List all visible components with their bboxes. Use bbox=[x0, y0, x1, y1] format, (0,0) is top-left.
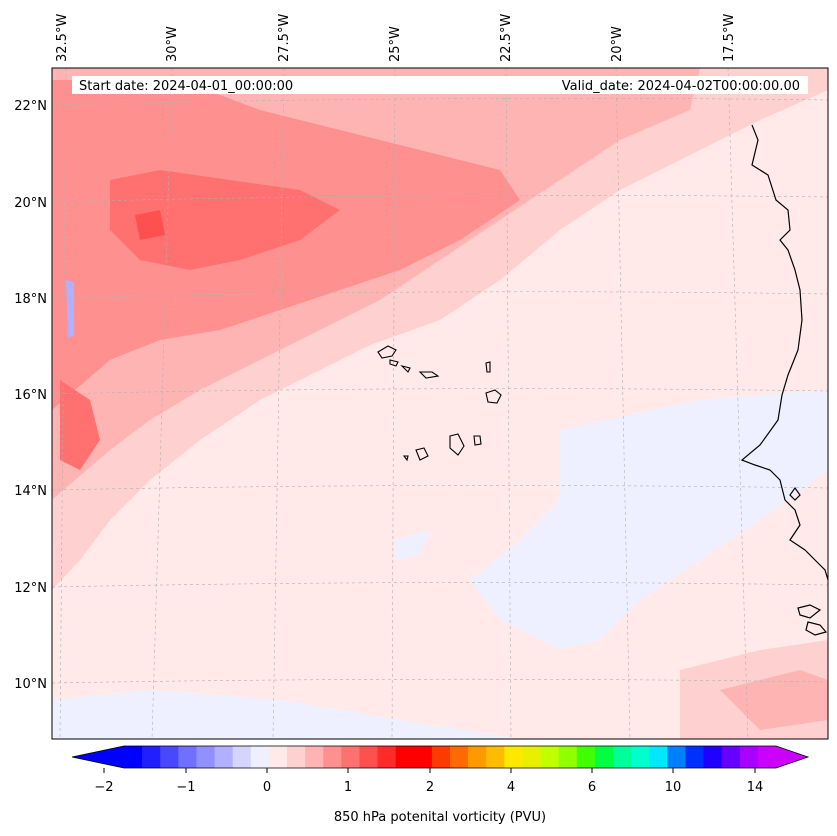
colorbar-cell bbox=[613, 746, 632, 768]
colorbar-label: 850 hPa potenital vorticity (PVU) bbox=[334, 810, 546, 825]
colorbar-cell bbox=[522, 746, 542, 768]
lat-label: 22°N bbox=[14, 99, 47, 114]
lat-label: 18°N bbox=[14, 292, 47, 307]
colorbar-cell bbox=[703, 746, 723, 768]
lon-label: 20°W bbox=[610, 26, 625, 62]
colorbar-cell bbox=[142, 746, 161, 768]
colorbar-cell bbox=[631, 746, 650, 768]
pv-lowband bbox=[720, 670, 828, 730]
lat-labels: 22°N 20°N 18°N 16°N 14°N 12°N 10°N bbox=[14, 99, 47, 692]
colorbar-cell bbox=[178, 746, 197, 768]
negative-region bbox=[470, 390, 828, 650]
colorbar-cell bbox=[341, 746, 360, 768]
pv-band-3 bbox=[52, 80, 520, 410]
colorbar-outline bbox=[71, 745, 810, 769]
colorbar-cell bbox=[721, 746, 741, 768]
colorbar-cell bbox=[160, 746, 179, 768]
colorbar-ticks: −2 −1 0 1 2 4 6 10 14 bbox=[94, 768, 763, 795]
colorbar: −2 −1 0 1 2 4 6 10 14 850 hPa potenital vorticit… bbox=[71, 745, 810, 825]
colorbar-tick-label: 6 bbox=[588, 780, 596, 795]
colorbar-cell bbox=[540, 746, 560, 768]
lon-label: 27.5°W bbox=[277, 14, 292, 62]
colorbar-cell bbox=[196, 746, 216, 768]
valid-date-text: Valid_date: 2024-04-02T00:00:00.00 bbox=[562, 79, 800, 94]
colorbar-cell bbox=[124, 746, 143, 768]
pv-negative-streak bbox=[66, 280, 74, 338]
pv-field bbox=[52, 68, 828, 739]
colorbar-cell bbox=[667, 746, 686, 768]
info-box bbox=[72, 76, 808, 94]
colorbar-extend-high bbox=[776, 746, 808, 768]
pv-spot bbox=[135, 210, 165, 240]
colorbar-cell bbox=[377, 746, 397, 768]
colorbar-cell bbox=[431, 746, 451, 768]
colorbar-cell bbox=[739, 746, 759, 768]
colorbar-cell bbox=[268, 746, 288, 768]
negative-region bbox=[395, 530, 430, 560]
pv-core bbox=[110, 170, 340, 270]
lon-label: 32.5°W bbox=[55, 14, 70, 62]
colorbar-tick-label: 10 bbox=[665, 780, 682, 795]
colorbar-cell bbox=[504, 746, 523, 768]
colorbar-cell bbox=[395, 746, 415, 768]
coastline bbox=[740, 124, 828, 636]
colorbar-cell bbox=[468, 746, 487, 768]
colorbar-cell bbox=[685, 746, 705, 768]
colorbar-tick-label: −2 bbox=[94, 780, 113, 795]
colorbar-cell bbox=[450, 746, 469, 768]
colorbar-cell bbox=[486, 746, 505, 768]
colorbar-cell bbox=[359, 746, 379, 768]
colorbar-cell bbox=[305, 746, 324, 768]
colorbar-cell bbox=[214, 746, 234, 768]
colorbar-cell bbox=[558, 746, 578, 768]
gridlines bbox=[52, 68, 828, 739]
negative-region bbox=[52, 690, 520, 739]
map-frame bbox=[51, 67, 829, 740]
lon-labels: 32.5°W 30°W 27.5°W 25°W 22.5°W 20°W 17.5… bbox=[55, 14, 737, 62]
colorbar-cell bbox=[576, 746, 596, 768]
colorbar-tick-label: 4 bbox=[507, 780, 515, 795]
lat-label: 16°N bbox=[14, 388, 47, 403]
colorbar-cell bbox=[250, 746, 270, 768]
colorbar-cell bbox=[232, 746, 252, 768]
lat-label: 20°N bbox=[14, 196, 47, 211]
colorbar-cell bbox=[649, 746, 668, 768]
colorbar-extend-low bbox=[72, 746, 124, 768]
colorbar-cell bbox=[413, 746, 433, 768]
colorbar-tick-label: 1 bbox=[344, 780, 352, 795]
lat-label: 10°N bbox=[14, 677, 47, 692]
colorbar-cell bbox=[323, 746, 342, 768]
colorbar-cell bbox=[594, 746, 614, 768]
lon-label: 25°W bbox=[388, 26, 403, 62]
cape-verde-islands bbox=[377, 345, 502, 462]
lon-label: 30°W bbox=[165, 26, 180, 62]
colorbar-cell bbox=[757, 746, 777, 768]
lon-label: 22.5°W bbox=[499, 14, 514, 62]
pv-core bbox=[60, 380, 100, 470]
colorbar-tick-label: 0 bbox=[263, 780, 271, 795]
colorbar-tick-label: −1 bbox=[176, 780, 195, 795]
colorbar-cell bbox=[287, 746, 306, 768]
start-date-text: Start date: 2024-04-01_00:00:00 bbox=[79, 79, 293, 94]
lon-label: 17.5°W bbox=[722, 14, 737, 62]
colorbar-tick-label: 14 bbox=[747, 780, 764, 795]
colorbar-tick-label: 2 bbox=[426, 780, 434, 795]
lat-label: 12°N bbox=[14, 581, 47, 596]
lat-label: 14°N bbox=[14, 484, 47, 499]
colorbar-cells bbox=[124, 746, 777, 768]
